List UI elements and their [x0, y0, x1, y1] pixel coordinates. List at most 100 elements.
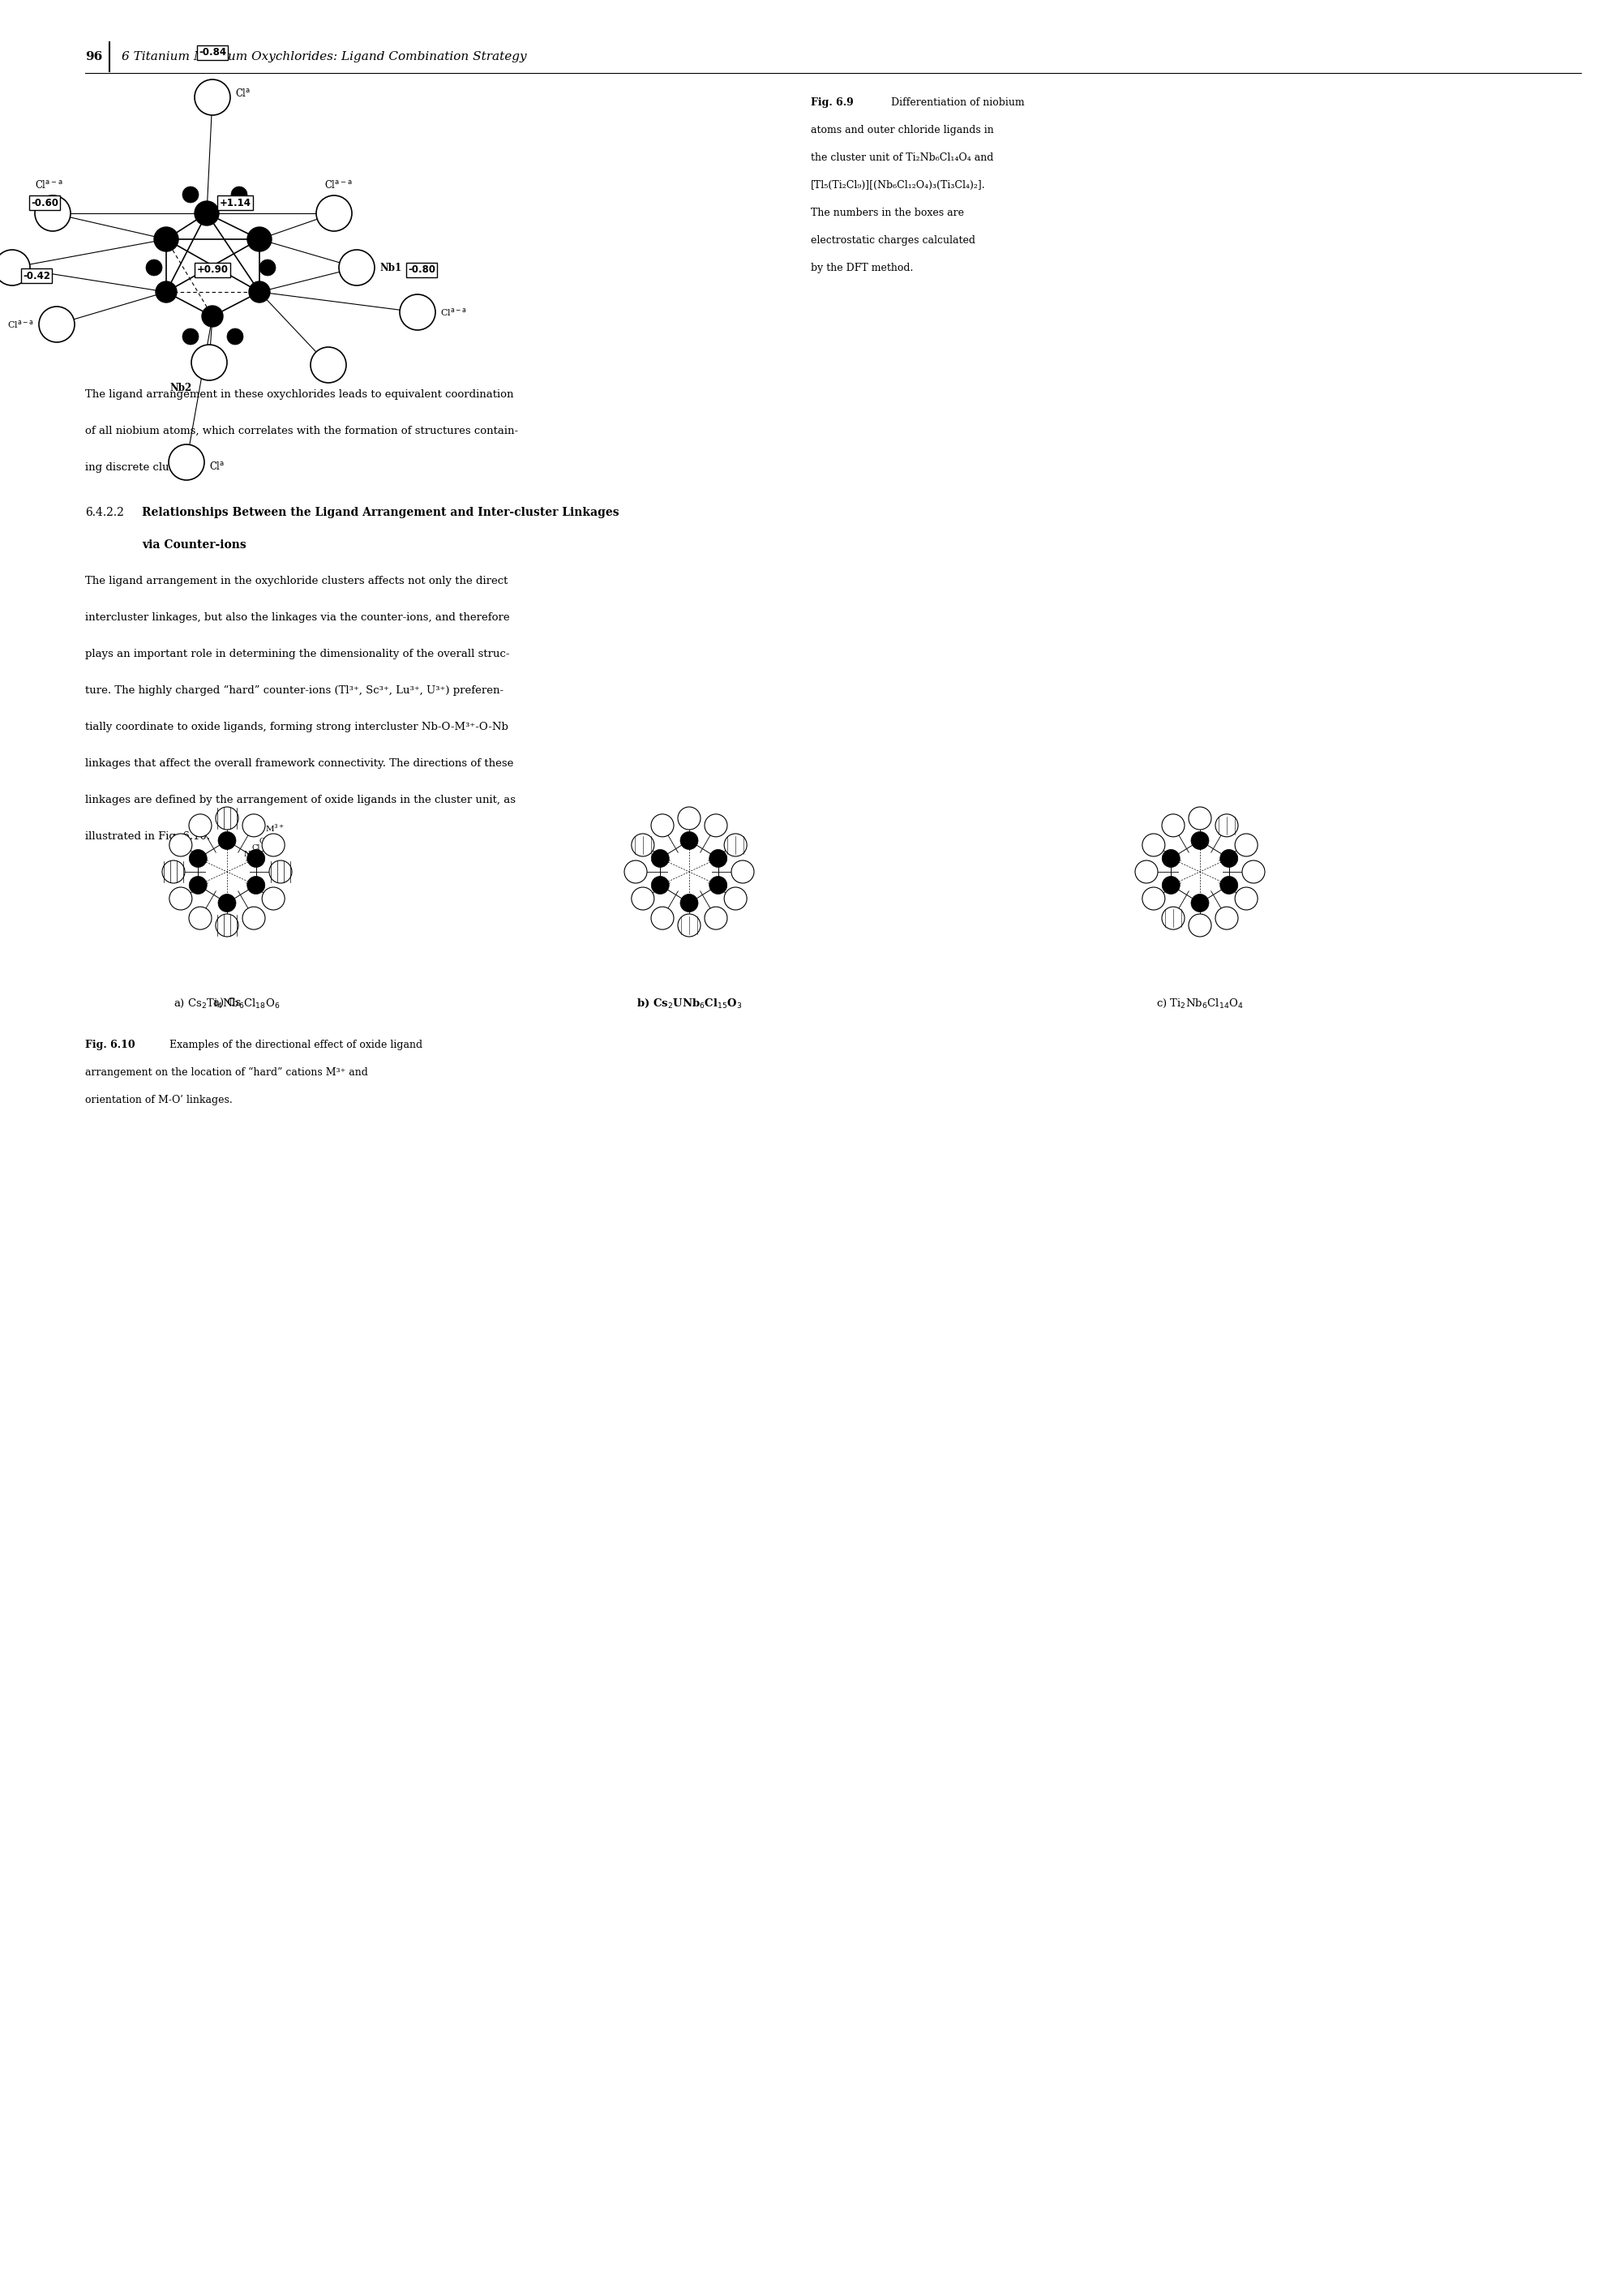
Text: Cl$^{\rm a-a}$: Cl$^{\rm a-a}$: [34, 179, 63, 190]
Circle shape: [651, 813, 674, 836]
Circle shape: [188, 813, 211, 836]
Text: Examples of the directional effect of oxide ligand: Examples of the directional effect of ox…: [166, 1040, 422, 1049]
Circle shape: [169, 444, 205, 481]
Text: illustrated in Fig. 6.10.: illustrated in Fig. 6.10.: [84, 832, 209, 841]
Text: a) Cs$_2$Ti$_4$Nb$_6$Cl$_{18}$O$_6$: a) Cs$_2$Ti$_4$Nb$_6$Cl$_{18}$O$_6$: [174, 997, 281, 1010]
Circle shape: [1215, 907, 1237, 930]
Text: Relationships Between the Ligand Arrangement and Inter-cluster Linkages: Relationships Between the Ligand Arrange…: [141, 506, 619, 518]
Circle shape: [1220, 875, 1237, 893]
Text: 6.4.2.2: 6.4.2.2: [84, 506, 123, 518]
Text: +1.14: +1.14: [219, 197, 252, 208]
Circle shape: [1215, 813, 1237, 836]
Circle shape: [710, 875, 728, 893]
Circle shape: [192, 344, 227, 380]
Text: The ligand arrangement in the oxychloride clusters affects not only the direct: The ligand arrangement in the oxychlorid…: [84, 575, 508, 586]
Circle shape: [1135, 861, 1158, 882]
Circle shape: [34, 195, 70, 231]
Text: -0.80: -0.80: [408, 266, 435, 275]
Text: Fig. 6.10: Fig. 6.10: [84, 1040, 135, 1049]
Text: O: O: [260, 839, 265, 845]
Circle shape: [339, 250, 375, 286]
Circle shape: [1220, 850, 1237, 868]
Circle shape: [156, 282, 177, 302]
Text: arrangement on the location of “hard” cations M³⁺ and: arrangement on the location of “hard” ca…: [84, 1068, 369, 1079]
Text: via Counter-ions: via Counter-ions: [141, 538, 247, 550]
Text: The ligand arrangement in these oxychlorides leads to equivalent coordination: The ligand arrangement in these oxychlor…: [84, 389, 513, 401]
Circle shape: [260, 259, 276, 275]
Circle shape: [1163, 875, 1181, 893]
Circle shape: [248, 282, 270, 302]
Circle shape: [188, 850, 206, 868]
Circle shape: [247, 875, 265, 893]
Circle shape: [1234, 834, 1257, 857]
Text: orientation of M-Oʹ linkages.: orientation of M-Oʹ linkages.: [84, 1095, 232, 1104]
Circle shape: [188, 875, 206, 893]
Text: Differentiation of niobium: Differentiation of niobium: [888, 96, 1025, 108]
Circle shape: [218, 893, 235, 912]
Circle shape: [731, 861, 754, 882]
Text: linkages that affect the overall framework connectivity. The directions of these: linkages that affect the overall framewo…: [84, 758, 513, 770]
Text: a) Cs: a) Cs: [213, 997, 240, 1008]
Text: electrostatic charges calculated: electrostatic charges calculated: [810, 236, 976, 245]
Text: +0.90: +0.90: [197, 266, 229, 275]
Text: Cl: Cl: [252, 845, 260, 852]
Text: -0.42: -0.42: [23, 270, 50, 282]
Text: [Tl₅(Ti₂Cl₉)][(Nb₆Cl₁₂O₄)₃(Ti₃Cl₄)₂].: [Tl₅(Ti₂Cl₉)][(Nb₆Cl₁₂O₄)₃(Ti₃Cl₄)₂].: [810, 181, 986, 190]
Circle shape: [182, 328, 198, 344]
Circle shape: [0, 250, 29, 286]
Circle shape: [1189, 914, 1212, 937]
Circle shape: [1163, 850, 1181, 868]
Circle shape: [201, 305, 222, 328]
Circle shape: [1234, 887, 1257, 910]
Text: 6 Titanium Niobium Oxychlorides: Ligand Combination Strategy: 6 Titanium Niobium Oxychlorides: Ligand …: [122, 50, 526, 62]
Circle shape: [195, 80, 231, 115]
Circle shape: [705, 907, 728, 930]
Circle shape: [1142, 887, 1164, 910]
Circle shape: [242, 907, 265, 930]
Circle shape: [1142, 834, 1164, 857]
Circle shape: [632, 834, 654, 857]
Circle shape: [310, 348, 346, 383]
Text: of all niobium atoms, which correlates with the formation of structures contain-: of all niobium atoms, which correlates w…: [84, 426, 518, 435]
Circle shape: [188, 907, 211, 930]
Circle shape: [247, 850, 265, 868]
Circle shape: [1190, 893, 1208, 912]
Circle shape: [195, 202, 219, 225]
Circle shape: [632, 887, 654, 910]
Text: The numbers in the boxes are: The numbers in the boxes are: [810, 208, 965, 218]
Text: ture. The highly charged “hard” counter-ions (Tl³⁺, Sc³⁺, Lu³⁺, U³⁺) preferen-: ture. The highly charged “hard” counter-…: [84, 685, 503, 696]
Circle shape: [39, 307, 75, 341]
Text: Nb: Nb: [244, 852, 257, 859]
Text: Cl$^{\rm a}$: Cl$^{\rm a}$: [209, 460, 224, 472]
Text: by the DFT method.: by the DFT method.: [810, 263, 913, 273]
Circle shape: [677, 914, 700, 937]
Circle shape: [261, 887, 284, 910]
Circle shape: [242, 813, 265, 836]
Text: atoms and outer chloride ligands in: atoms and outer chloride ligands in: [810, 126, 994, 135]
Circle shape: [651, 875, 669, 893]
Text: intercluster linkages, but also the linkages via the counter-ions, and therefore: intercluster linkages, but also the link…: [84, 612, 510, 623]
Circle shape: [218, 832, 235, 850]
Circle shape: [216, 914, 239, 937]
Circle shape: [680, 893, 698, 912]
Circle shape: [1161, 813, 1184, 836]
Text: -0.60: -0.60: [31, 197, 58, 208]
Circle shape: [400, 293, 435, 330]
Circle shape: [677, 806, 700, 829]
Text: Nb1: Nb1: [380, 263, 401, 273]
Text: linkages are defined by the arrangement of oxide ligands in the cluster unit, as: linkages are defined by the arrangement …: [84, 795, 516, 806]
Circle shape: [710, 850, 728, 868]
Circle shape: [182, 186, 198, 202]
Circle shape: [169, 834, 192, 857]
Circle shape: [154, 227, 179, 252]
Text: b) Cs$_2$UNb$_6$Cl$_{15}$O$_3$: b) Cs$_2$UNb$_6$Cl$_{15}$O$_3$: [637, 997, 742, 1010]
Circle shape: [231, 186, 247, 202]
Circle shape: [169, 887, 192, 910]
Circle shape: [317, 195, 352, 231]
Text: tially coordinate to oxide ligands, forming strong intercluster Nb-O-M³⁺-O-Nb: tially coordinate to oxide ligands, form…: [84, 722, 508, 733]
Text: Cl$^{\rm a-a}$: Cl$^{\rm a-a}$: [440, 307, 466, 318]
Circle shape: [1189, 806, 1212, 829]
Circle shape: [227, 328, 244, 344]
Circle shape: [270, 861, 292, 882]
Circle shape: [680, 832, 698, 850]
